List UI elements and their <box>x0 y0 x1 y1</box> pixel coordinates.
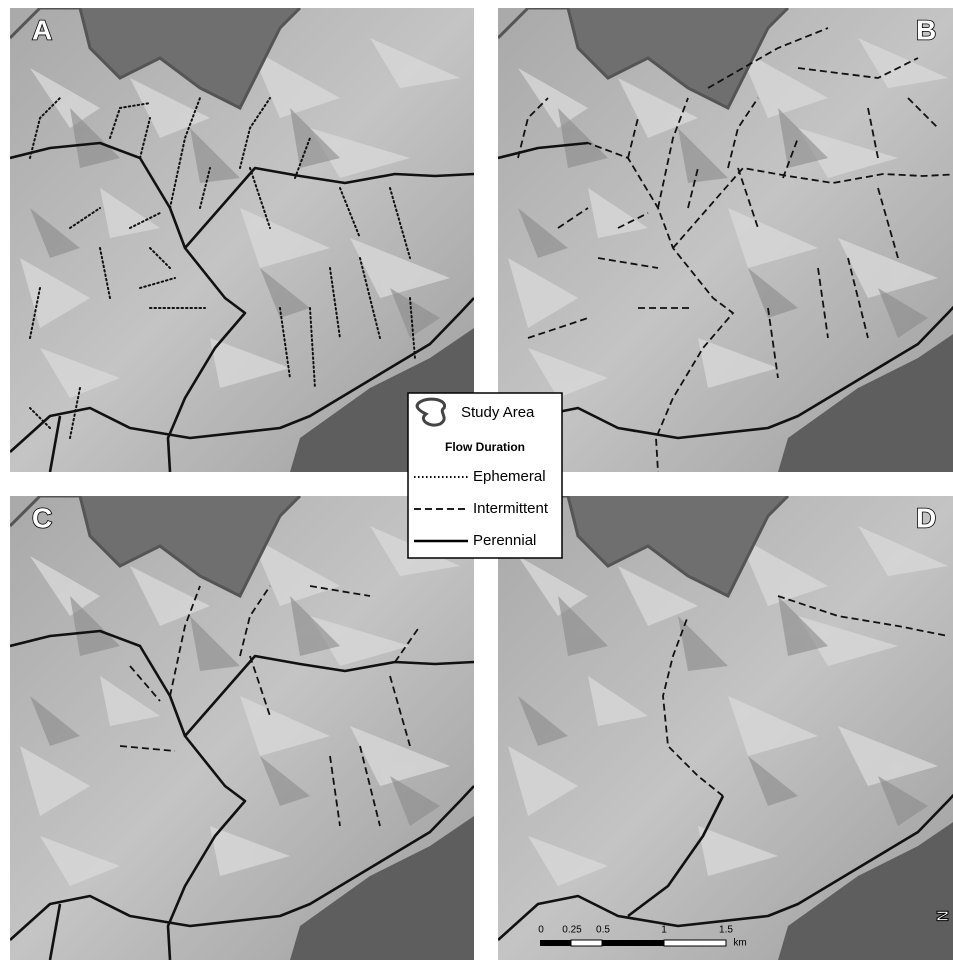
legend-heading: Flow Duration <box>445 440 525 454</box>
scale-label: 0 <box>538 925 544 936</box>
legend-label: Ephemeral <box>473 468 546 485</box>
panel-label: A <box>32 14 52 45</box>
map-panel: D 0 0.25 0.5 1 1.5 km N <box>498 496 953 960</box>
figure: A B C D 0 0.25 0.5 1 1.5 km N Study Area… <box>0 0 953 960</box>
scale-label: 1.5 <box>719 925 733 936</box>
north-arrow: N <box>935 910 952 922</box>
scale-label: 0.25 <box>562 925 582 936</box>
legend: Study Area Flow Duration Ephemeral Inter… <box>408 393 562 558</box>
legend-label: Intermittent <box>473 500 549 517</box>
map-panel: C <box>10 496 474 960</box>
map-panel: B <box>498 8 953 472</box>
scale-label: 1 <box>661 925 667 936</box>
map-panel: A <box>10 8 474 472</box>
panel-label: D <box>916 502 936 533</box>
scale-unit: km <box>733 938 746 949</box>
scale-label: 0.5 <box>596 925 610 936</box>
panel-label: B <box>916 14 936 45</box>
legend-label: Perennial <box>473 532 536 549</box>
legend-label: Study Area <box>461 404 535 421</box>
panel-label: C <box>32 502 52 533</box>
